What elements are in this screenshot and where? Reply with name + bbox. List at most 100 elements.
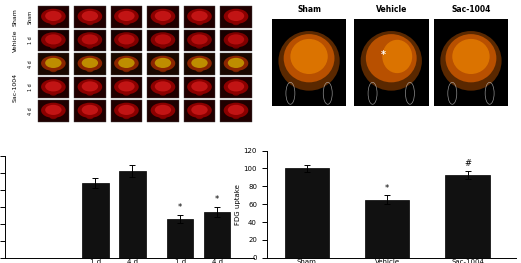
Text: Vehicle: Vehicle — [376, 5, 407, 14]
Ellipse shape — [78, 103, 102, 118]
Text: *: * — [385, 184, 389, 193]
Bar — [285, 169, 329, 258]
Ellipse shape — [41, 56, 66, 71]
Ellipse shape — [118, 105, 134, 115]
Ellipse shape — [224, 9, 249, 24]
Bar — [110, 6, 142, 28]
Ellipse shape — [50, 68, 57, 72]
Ellipse shape — [159, 92, 166, 96]
Ellipse shape — [118, 11, 134, 21]
Ellipse shape — [440, 31, 502, 91]
Ellipse shape — [78, 79, 102, 94]
Ellipse shape — [159, 45, 166, 49]
Ellipse shape — [232, 68, 240, 72]
Bar — [365, 200, 410, 258]
Ellipse shape — [290, 39, 328, 74]
Ellipse shape — [82, 58, 98, 68]
Ellipse shape — [452, 39, 490, 74]
Text: *: * — [215, 195, 219, 204]
Ellipse shape — [50, 22, 57, 25]
Ellipse shape — [118, 58, 134, 68]
Bar — [147, 30, 179, 51]
Ellipse shape — [118, 34, 134, 44]
Bar — [38, 6, 69, 28]
Text: Sac-1004: Sac-1004 — [13, 73, 18, 102]
Bar — [82, 183, 108, 258]
Ellipse shape — [159, 68, 166, 72]
Text: Sac-1004: Sac-1004 — [451, 5, 491, 14]
Ellipse shape — [45, 81, 61, 92]
Text: *: * — [381, 50, 386, 60]
Ellipse shape — [191, 81, 208, 92]
Bar — [184, 100, 215, 122]
Ellipse shape — [155, 58, 171, 68]
Bar — [38, 53, 69, 74]
Ellipse shape — [78, 9, 102, 24]
Ellipse shape — [159, 115, 166, 119]
Ellipse shape — [155, 11, 171, 21]
Ellipse shape — [86, 22, 93, 25]
Ellipse shape — [228, 11, 244, 21]
Ellipse shape — [155, 34, 171, 44]
Ellipse shape — [187, 56, 212, 71]
Ellipse shape — [114, 79, 139, 94]
Ellipse shape — [41, 79, 66, 94]
Ellipse shape — [224, 32, 249, 47]
Bar — [354, 19, 429, 107]
Ellipse shape — [232, 22, 240, 25]
Ellipse shape — [196, 22, 203, 25]
Ellipse shape — [50, 115, 57, 119]
Bar — [220, 53, 252, 74]
Ellipse shape — [50, 45, 57, 49]
Ellipse shape — [78, 32, 102, 47]
Ellipse shape — [228, 34, 244, 44]
Ellipse shape — [191, 105, 208, 115]
Bar — [74, 30, 106, 51]
Ellipse shape — [382, 40, 412, 73]
Ellipse shape — [232, 92, 240, 96]
Bar — [204, 212, 230, 258]
Text: 1 d: 1 d — [28, 84, 33, 91]
Text: 4 d: 4 d — [28, 60, 33, 68]
Ellipse shape — [41, 32, 66, 47]
Ellipse shape — [123, 92, 130, 96]
Bar — [74, 53, 106, 74]
Ellipse shape — [187, 79, 212, 94]
Bar — [220, 100, 252, 122]
Ellipse shape — [366, 34, 417, 82]
Bar — [74, 6, 106, 28]
Ellipse shape — [123, 22, 130, 25]
Bar — [184, 53, 215, 74]
Ellipse shape — [45, 11, 61, 21]
Ellipse shape — [224, 56, 249, 71]
Ellipse shape — [45, 105, 61, 115]
Text: Vehicle: Vehicle — [13, 29, 18, 52]
Ellipse shape — [41, 103, 66, 118]
Ellipse shape — [50, 92, 57, 96]
Text: Sham: Sham — [297, 5, 321, 14]
Ellipse shape — [151, 9, 175, 24]
Ellipse shape — [151, 56, 175, 71]
Bar — [220, 77, 252, 98]
Ellipse shape — [196, 92, 203, 96]
Ellipse shape — [228, 58, 244, 68]
Ellipse shape — [86, 92, 93, 96]
Bar — [147, 77, 179, 98]
Ellipse shape — [187, 103, 212, 118]
Ellipse shape — [155, 81, 171, 92]
Ellipse shape — [114, 103, 139, 118]
Bar — [445, 175, 490, 258]
Ellipse shape — [155, 105, 171, 115]
Ellipse shape — [196, 68, 203, 72]
Ellipse shape — [232, 45, 240, 49]
Ellipse shape — [191, 11, 208, 21]
Ellipse shape — [283, 34, 334, 82]
Ellipse shape — [86, 68, 93, 72]
Bar — [220, 30, 252, 51]
Bar — [119, 171, 146, 258]
Ellipse shape — [123, 68, 130, 72]
Ellipse shape — [196, 115, 203, 119]
Bar — [147, 53, 179, 74]
Bar — [184, 30, 215, 51]
Ellipse shape — [151, 79, 175, 94]
